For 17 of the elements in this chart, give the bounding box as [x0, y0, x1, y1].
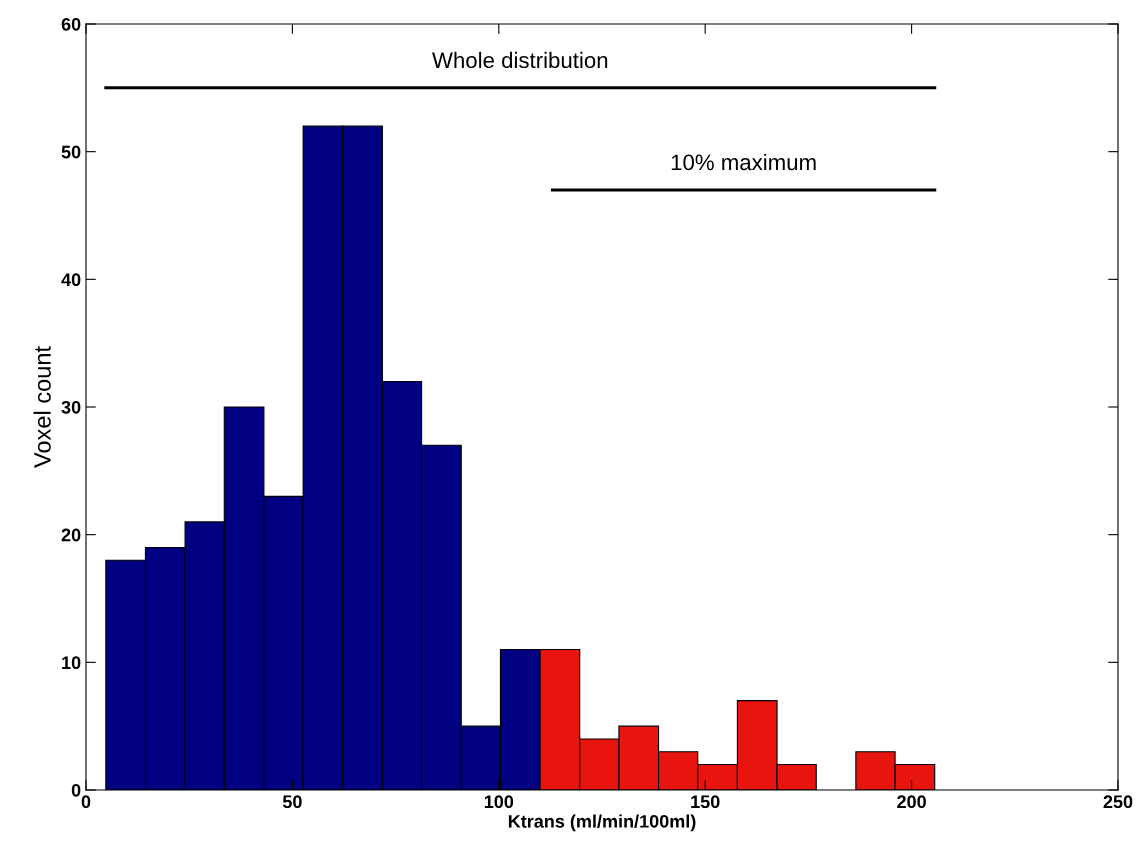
y-tick-label: 40 [61, 273, 81, 287]
annotation: 10% maximum [671, 153, 816, 171]
y-tick-label: 30 [61, 400, 81, 414]
x-tick-label: 100 [484, 795, 514, 809]
x-tick-label: 150 [691, 795, 720, 809]
x-tick-label: 50 [282, 795, 302, 809]
y-tick-label: 60 [61, 17, 81, 31]
y-tick-label: 10 [62, 656, 81, 670]
x-axis-title: Ktrans (ml/min/100ml) [508, 814, 696, 832]
x-tick-label: 200 [897, 795, 926, 809]
x-tick-label: 0 [81, 795, 91, 809]
y-tick-label: 50 [61, 145, 81, 159]
y-axis-title: Voxel count [33, 346, 51, 468]
y-tick-label: 0 [71, 783, 81, 797]
annotation: Whole distribution [432, 51, 608, 69]
x-tick-label: 250 [1103, 795, 1133, 809]
y-tick-label: 20 [61, 528, 81, 542]
